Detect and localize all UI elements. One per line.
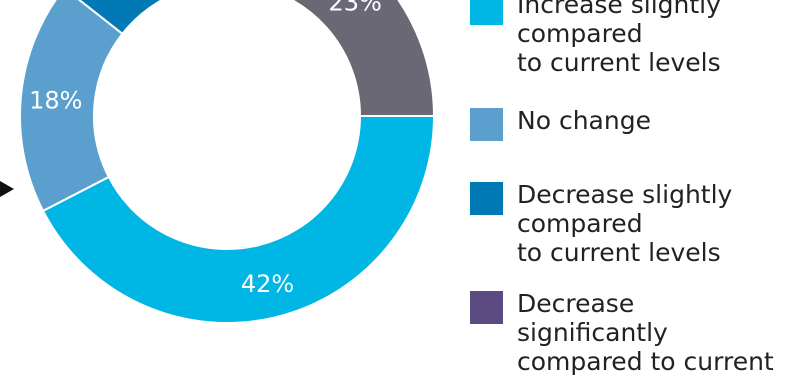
legend-swatch	[470, 108, 503, 141]
legend-item-decrease-slightly: Decrease slightly compared to current le…	[470, 180, 733, 267]
legend-label: Decrease slightly compared to current le…	[517, 180, 733, 267]
slice-no-change	[19, 0, 124, 213]
slice-decrease-slightly-compared-to-current-levels	[77, 0, 165, 36]
legend-item-increase-slightly: Increase slightly compared to current le…	[470, 0, 721, 77]
legend-label: Increase slightly compared to current le…	[517, 0, 721, 77]
donut-chart: 42%18%11%23%	[19, 0, 436, 324]
legend-swatch	[470, 291, 503, 324]
slice-label-increase-significantly-compared-to-current-levels: 23%	[329, 0, 382, 16]
legend-item-decrease-significantly: Decrease significantly compared to curre…	[470, 289, 790, 376]
slice-increase-slightly-compared-to-current-levels	[41, 115, 436, 324]
slice-increase-significantly-compared-to-current-levels	[289, 0, 436, 117]
pointer-arrow-icon	[0, 181, 14, 197]
slice-label-no-change: 18%	[29, 87, 82, 115]
legend-swatch	[470, 0, 503, 25]
legend-item-no-change: No change	[470, 106, 651, 141]
legend-swatch	[470, 182, 503, 215]
legend-label: No change	[517, 106, 651, 135]
slice-label-increase-slightly-compared-to-current-levels: 42%	[241, 270, 294, 298]
legend-label: Decrease significantly compared to curre…	[517, 289, 774, 376]
